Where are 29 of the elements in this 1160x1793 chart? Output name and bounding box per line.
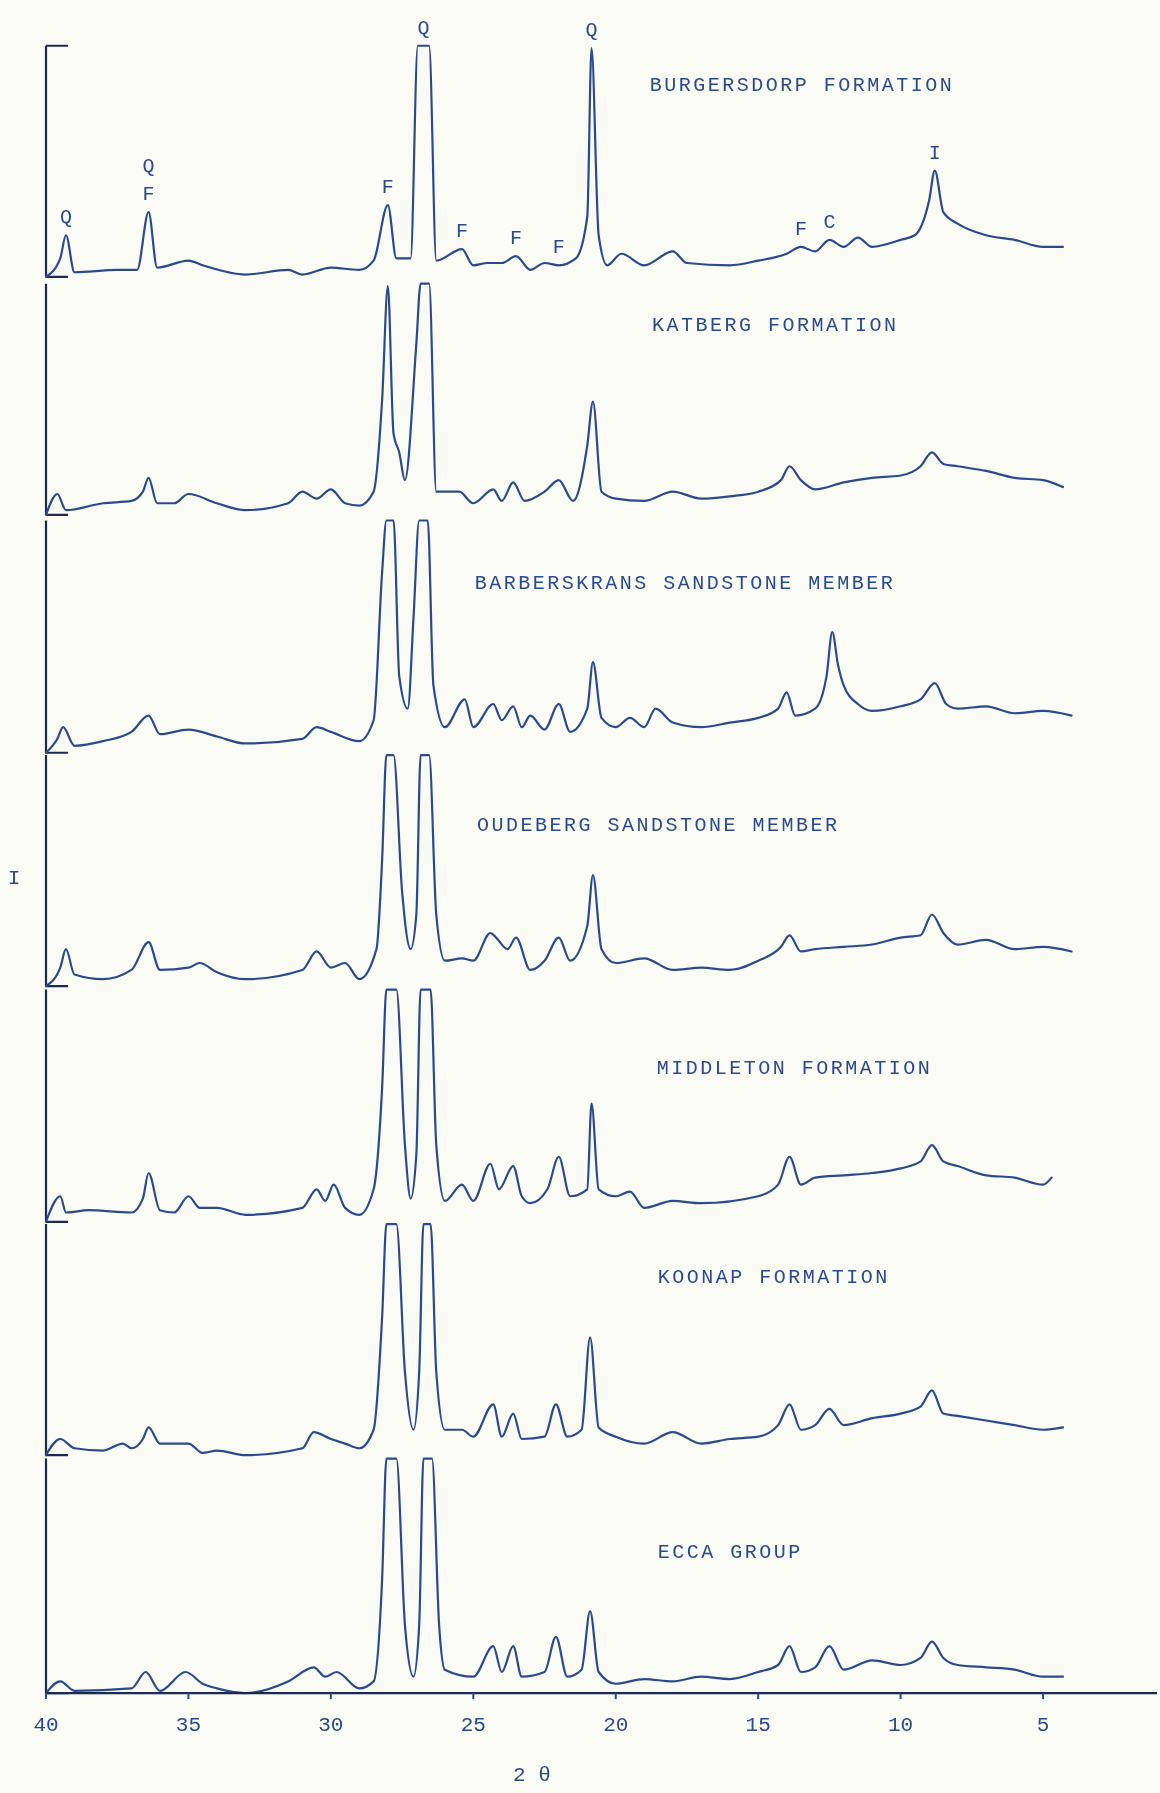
annotation: F	[455, 220, 468, 244]
x-tick-label: 25	[460, 1714, 486, 1738]
text: KATBERG FORMATION	[652, 314, 899, 338]
text: BARBERSKRANS SANDSTONE MEMBER	[474, 571, 896, 595]
annotation: F	[552, 236, 565, 260]
x-tick-label: 5	[1036, 1714, 1050, 1738]
text: MIDDLETON FORMATION	[656, 1056, 933, 1080]
x-tick-label: 30	[318, 1714, 344, 1738]
annotation: Q	[59, 206, 72, 230]
x-tick-label: 10	[888, 1714, 914, 1738]
annotation: Q	[417, 16, 430, 40]
x-tick-label: 40	[33, 1714, 59, 1738]
x-tick-label: 35	[175, 1714, 202, 1738]
text: BURGERSDORP FORMATION	[649, 74, 955, 98]
annotation: I	[928, 141, 941, 165]
x-tick-label: 15	[745, 1714, 771, 1738]
annotation: Q	[142, 155, 155, 179]
x-tick-label: 20	[603, 1714, 629, 1738]
y-axis-title: I	[7, 867, 21, 891]
text: ECCA GROUP	[657, 1540, 803, 1564]
annotation: C	[823, 210, 836, 234]
text: OUDEBERG SANDSTONE MEMBER	[477, 814, 840, 838]
annotation: F	[510, 227, 523, 251]
annotation: F	[142, 183, 155, 207]
annotation: Q	[585, 19, 598, 43]
annotation: F	[381, 176, 394, 200]
x-axis-title: 2 θ	[513, 1764, 551, 1788]
annotation: F	[794, 217, 807, 241]
text: KOONAP FORMATION	[657, 1266, 890, 1290]
